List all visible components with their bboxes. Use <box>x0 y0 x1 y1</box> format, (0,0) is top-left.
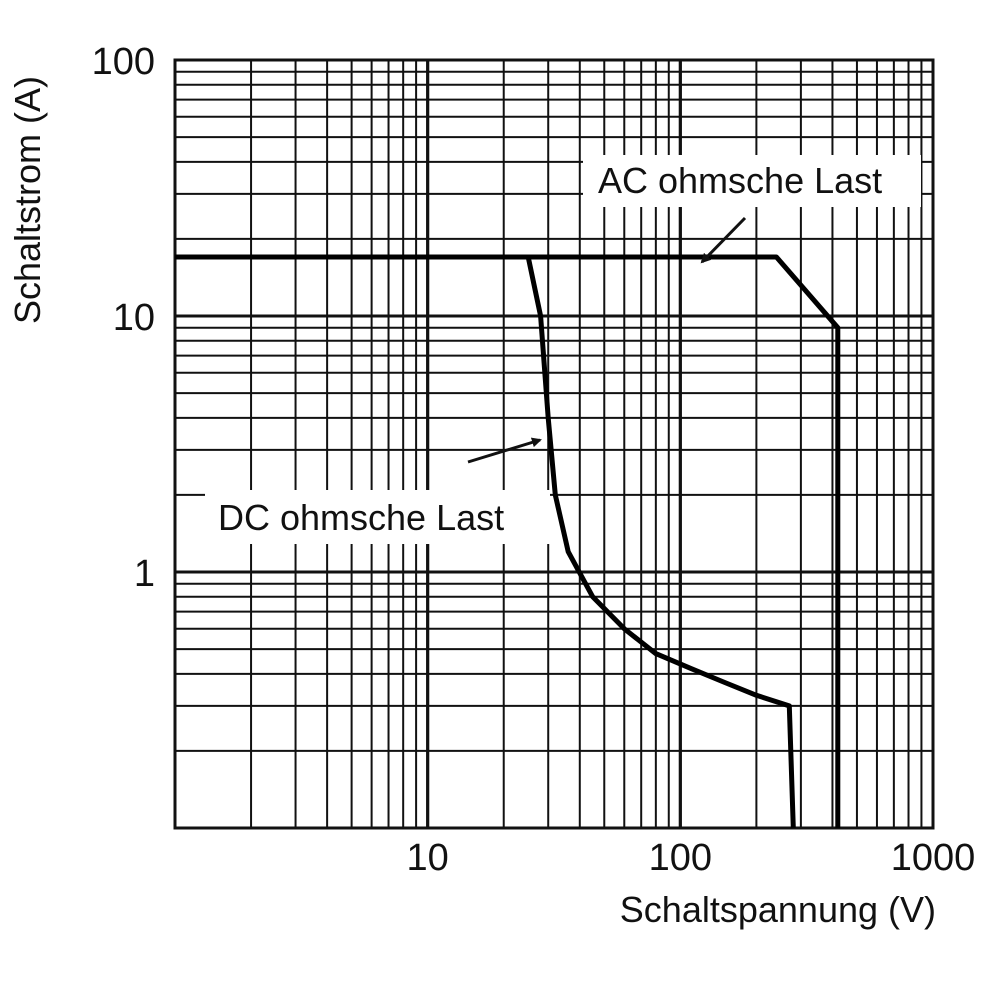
x-axis-label: Schaltspannung (V) <box>620 889 936 930</box>
ac-annotation-label: AC ohmsche Last <box>598 160 882 201</box>
y-tick-label: 10 <box>113 297 155 339</box>
ac-annotation-box <box>583 155 921 207</box>
y-tick-label: 1 <box>134 553 155 595</box>
dc-annotation-box <box>205 490 550 544</box>
dc-annotation-arrow <box>467 437 542 464</box>
grid <box>175 60 933 828</box>
plot-frame <box>173 58 935 830</box>
x-tick-label: 100 <box>649 837 712 879</box>
ac-annotation-arrow <box>700 216 747 264</box>
x-tick-label: 1000 <box>891 837 976 879</box>
y-tick-label: 100 <box>92 41 155 83</box>
dc-annotation-label: DC ohmsche Last <box>218 497 504 538</box>
tick-labels: 10 100 1000 100 10 1 <box>92 41 976 879</box>
series-line-dc-ohmsche-last <box>175 254 796 829</box>
series-layer <box>175 254 841 829</box>
y-axis-label: Schaltstrom (A) <box>7 76 48 324</box>
x-tick-label: 10 <box>407 837 449 879</box>
